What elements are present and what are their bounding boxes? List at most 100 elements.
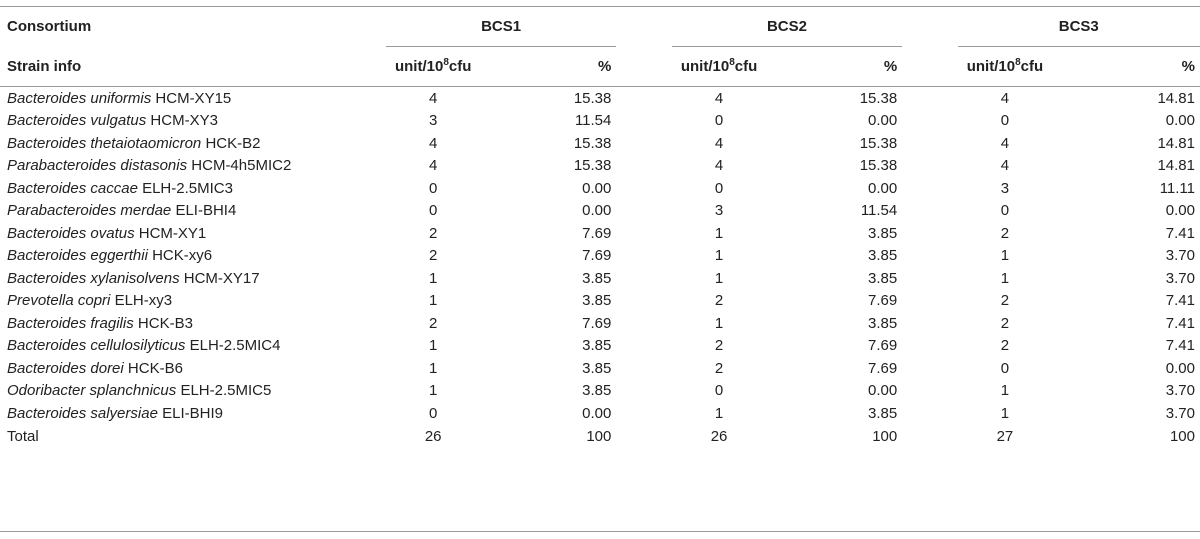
- count-cell: 3: [1000, 179, 1010, 197]
- count-cell: 0: [1000, 359, 1010, 377]
- spacer: [616, 222, 671, 245]
- percent-cell: 14.81: [1157, 134, 1195, 152]
- group-bcs2: BCS2: [671, 7, 903, 47]
- strain-name-cell: Bacteroides cellulosilyticus ELH-2.5MIC4: [0, 335, 386, 358]
- percent-cell: 3.70: [1165, 404, 1195, 422]
- spacer: [616, 7, 671, 47]
- percent-cell: 3.85: [868, 247, 898, 265]
- spacer: [616, 87, 671, 110]
- group-bcs3: BCS3: [957, 7, 1200, 47]
- table-row: Bacteroides cellulosilyticus ELH-2.5MIC4…: [0, 335, 1200, 358]
- species-name: Bacteroides cellulosilyticus: [7, 337, 186, 355]
- count-cell: 1: [714, 404, 724, 422]
- percent-cell: 11.11: [1159, 179, 1195, 197]
- strain-id: HCM-XY1: [138, 224, 207, 242]
- strain-id: HCK-B6: [127, 359, 183, 377]
- species-name: Bacteroides uniformis: [7, 89, 152, 107]
- pct-header: %: [1052, 46, 1200, 87]
- strain-id: HCK-B3: [137, 314, 193, 332]
- unit-prefix: unit/10: [394, 58, 444, 75]
- percent-cell: 14.81: [1157, 157, 1195, 175]
- percent-cell: 0.00: [1165, 359, 1195, 377]
- table-row: Prevotella copri ELH-xy3 1 3.85 2 7.69 2 7.41: [0, 290, 1200, 313]
- column-header-row: Strain info unit/108cfu % unit/108cfu % …: [0, 46, 1200, 87]
- count-cell: 3: [429, 112, 438, 130]
- percent-cell: 3.85: [582, 382, 612, 400]
- percent-cell: 0.00: [582, 404, 612, 422]
- spacer: [902, 357, 957, 380]
- group-bcs1: BCS1: [385, 7, 617, 47]
- percent-cell: 3.70: [1165, 247, 1195, 265]
- species-name: Bacteroides xylanisolvens: [7, 269, 180, 287]
- count-cell: 2: [1000, 224, 1010, 242]
- unit-header: unit/108cfu: [671, 46, 767, 87]
- percent-cell: 14.81: [1157, 89, 1195, 107]
- spacer: [902, 245, 957, 268]
- percent-cell: 7.41: [1165, 314, 1195, 332]
- count-cell: 0: [1000, 202, 1010, 220]
- species-name: Bacteroides eggerthii: [7, 247, 148, 265]
- spacer: [616, 155, 671, 178]
- percent-cell: 100: [872, 428, 898, 445]
- count-cell: 1: [1000, 382, 1010, 400]
- table-row: Bacteroides thetaiotaomicron HCK-B2 4 15.3…: [0, 132, 1200, 155]
- strain-name-cell: Bacteroides dorei HCK-B6: [0, 357, 386, 380]
- unit-suffix: cfu: [1020, 58, 1044, 75]
- table-row: Parabacteroides merdae ELI-BHI4 0 0.00 3 11.…: [0, 200, 1200, 223]
- percent-cell: 0.00: [868, 382, 898, 400]
- strain-name-cell: Bacteroides eggerthii HCK-xy6: [0, 245, 386, 268]
- count-cell: 27: [996, 428, 1014, 445]
- percent-cell: 7.69: [868, 337, 898, 355]
- count-cell: 4: [429, 89, 438, 107]
- strain-name-cell: Parabacteroides merdae ELI-BHI4: [0, 200, 386, 223]
- percent-cell: 7.41: [1165, 337, 1195, 355]
- table-row: Bacteroides dorei HCK-B6 1 3.85 2 7.69 0 0.00: [0, 357, 1200, 380]
- spacer: [616, 200, 671, 223]
- table-body: Bacteroides uniformis HCM-XY15 4 15.38 4 15.…: [0, 87, 1200, 449]
- strain-name-cell: Bacteroides vulgatus HCM-XY3: [0, 110, 386, 133]
- count-cell: 1: [429, 269, 438, 287]
- species-name: Bacteroides vulgatus: [7, 112, 147, 130]
- table-row: Bacteroides vulgatus HCM-XY3 3 11.54 0 0.00 0…: [0, 110, 1200, 133]
- spacer: [616, 132, 671, 155]
- spacer: [616, 177, 671, 200]
- count-cell: 1: [429, 382, 438, 400]
- species-name: Parabacteroides distasonis: [7, 157, 188, 175]
- count-cell: 1: [429, 337, 438, 355]
- unit-suffix: cfu: [734, 58, 758, 75]
- count-cell: 0: [714, 382, 724, 400]
- strain-id: ELH-xy3: [114, 292, 173, 310]
- pct-header: %: [766, 46, 903, 87]
- count-cell: 1: [714, 247, 724, 265]
- strain-name-cell: Bacteroides fragilis HCK-B3: [0, 312, 386, 335]
- strain-name-cell: Bacteroides uniformis HCM-XY15: [0, 87, 386, 110]
- percent-cell: 15.38: [573, 134, 612, 152]
- strain-name-cell: Bacteroides ovatus HCM-XY1: [0, 222, 386, 245]
- strain-id: HCM-XY17: [183, 269, 260, 287]
- species-name: Bacteroides thetaiotaomicron: [7, 134, 202, 152]
- spacer: [616, 357, 671, 380]
- count-cell: 2: [1000, 337, 1010, 355]
- percent-cell: 3.85: [868, 224, 898, 242]
- percent-cell: 0.00: [582, 179, 612, 197]
- spacer: [902, 200, 957, 223]
- count-cell: 0: [429, 202, 438, 220]
- percent-cell: 3.85: [582, 359, 612, 377]
- percent-cell: 3.85: [868, 314, 898, 332]
- percent-cell: 7.69: [582, 247, 612, 265]
- species-name: Prevotella copri: [7, 292, 111, 310]
- count-cell: 26: [710, 428, 728, 445]
- count-cell: 4: [429, 157, 438, 175]
- percent-cell: 3.85: [868, 269, 898, 287]
- strain-name-cell: Bacteroides salyersiae ELI-BHI9: [0, 402, 386, 425]
- percent-cell: 15.38: [573, 157, 612, 175]
- percent-cell: 7.41: [1165, 224, 1195, 242]
- strain-name-cell: Parabacteroides distasonis HCM-4h5MIC2: [0, 155, 386, 178]
- spacer: [616, 110, 671, 133]
- strain-id: ELI-BHI9: [162, 404, 223, 422]
- table-row: Bacteroides eggerthii HCK-xy6 2 7.69 1 3.85 1…: [0, 245, 1200, 268]
- table-row: Bacteroides fragilis HCK-B3 2 7.69 1 3.85 2 7.…: [0, 312, 1200, 335]
- percent-cell: 0.00: [582, 202, 612, 220]
- percent-cell: 15.38: [573, 89, 612, 107]
- table-row: Odoribacter splanchnicus ELH-2.5MIC5 1 3.8…: [0, 380, 1200, 403]
